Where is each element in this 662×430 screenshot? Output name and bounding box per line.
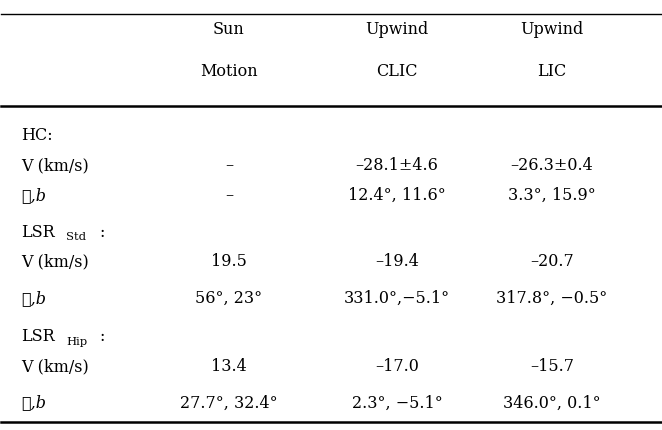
Text: ℓ,b: ℓ,b bbox=[21, 187, 46, 204]
Text: V (km/s): V (km/s) bbox=[21, 358, 89, 375]
Text: 13.4: 13.4 bbox=[211, 358, 247, 375]
Text: Motion: Motion bbox=[200, 64, 258, 80]
Text: –28.1±4.6: –28.1±4.6 bbox=[355, 157, 438, 175]
Text: –: – bbox=[225, 187, 233, 204]
Text: Std: Std bbox=[66, 232, 86, 242]
Text: Hip: Hip bbox=[66, 337, 87, 347]
Text: V (km/s): V (km/s) bbox=[21, 254, 89, 270]
Text: LSR: LSR bbox=[21, 224, 55, 241]
Text: 12.4°, 11.6°: 12.4°, 11.6° bbox=[348, 187, 446, 204]
Text: HC:: HC: bbox=[21, 127, 53, 144]
Text: 346.0°, 0.1°: 346.0°, 0.1° bbox=[503, 394, 600, 412]
Text: –19.4: –19.4 bbox=[375, 254, 419, 270]
Text: –15.7: –15.7 bbox=[530, 358, 574, 375]
Text: Upwind: Upwind bbox=[365, 21, 428, 38]
Text: –20.7: –20.7 bbox=[530, 254, 574, 270]
Text: ℓ,b: ℓ,b bbox=[21, 290, 46, 307]
Text: 56°, 23°: 56°, 23° bbox=[195, 290, 262, 307]
Text: 19.5: 19.5 bbox=[211, 254, 247, 270]
Text: V (km/s): V (km/s) bbox=[21, 157, 89, 175]
Text: :: : bbox=[99, 328, 105, 345]
Text: 2.3°, −5.1°: 2.3°, −5.1° bbox=[352, 394, 442, 412]
Text: –26.3±0.4: –26.3±0.4 bbox=[510, 157, 593, 175]
Text: 3.3°, 15.9°: 3.3°, 15.9° bbox=[508, 187, 596, 204]
Text: CLIC: CLIC bbox=[376, 64, 418, 80]
Text: Upwind: Upwind bbox=[520, 21, 583, 38]
Text: LIC: LIC bbox=[538, 64, 567, 80]
Text: ℓ,b: ℓ,b bbox=[21, 394, 46, 412]
Text: LSR: LSR bbox=[21, 328, 55, 345]
Text: 331.0°,−5.1°: 331.0°,−5.1° bbox=[344, 290, 450, 307]
Text: Sun: Sun bbox=[213, 21, 245, 38]
Text: 27.7°, 32.4°: 27.7°, 32.4° bbox=[180, 394, 277, 412]
Text: 317.8°, −0.5°: 317.8°, −0.5° bbox=[496, 290, 608, 307]
Text: –: – bbox=[225, 157, 233, 175]
Text: –17.0: –17.0 bbox=[375, 358, 419, 375]
Text: :: : bbox=[99, 224, 105, 241]
